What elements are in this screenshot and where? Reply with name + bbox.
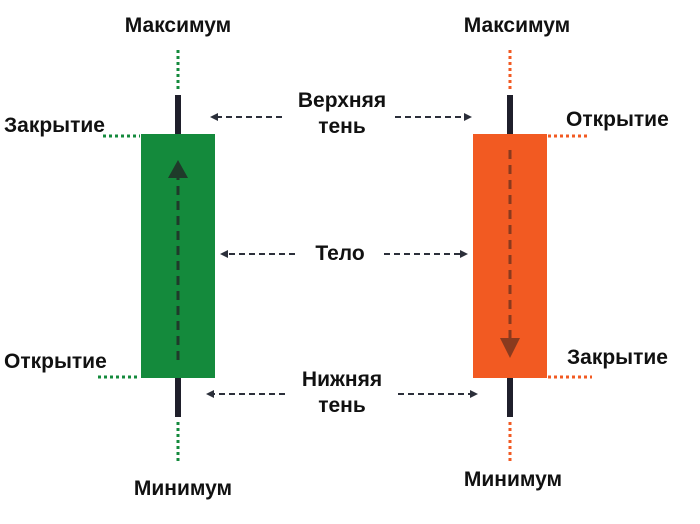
bullish-candle [98,50,215,463]
lower-shadow-label: Нижняя тень [280,367,404,419]
upper-shadow-label-line1: Верхняя [297,89,387,112]
lower-shadow-label-line1: Нижняя [301,368,383,391]
bearish-close-label: Закрытие [567,346,668,369]
upper-shadow-label-line2: тень [318,115,366,138]
bearish-open-label: Открытие [566,108,669,131]
bearish-candle [473,50,592,463]
pointer-arrows [206,113,478,398]
bullish-high-label: Максимум [124,14,232,37]
lower-shadow-label-line2: тень [318,394,366,417]
bearish-low-label: Минимум [463,468,563,491]
bullish-low-label: Минимум [133,477,233,500]
bearish-direction-arrow-head [500,338,520,358]
bullish-open-label: Открытие [4,350,107,373]
body-label: Тело [315,242,365,265]
bearish-high-label: Максимум [463,14,571,37]
bullish-direction-arrow-head [168,160,188,178]
upper-shadow-label: Верхняя тень [280,88,404,140]
bullish-close-label: Закрытие [4,114,105,137]
